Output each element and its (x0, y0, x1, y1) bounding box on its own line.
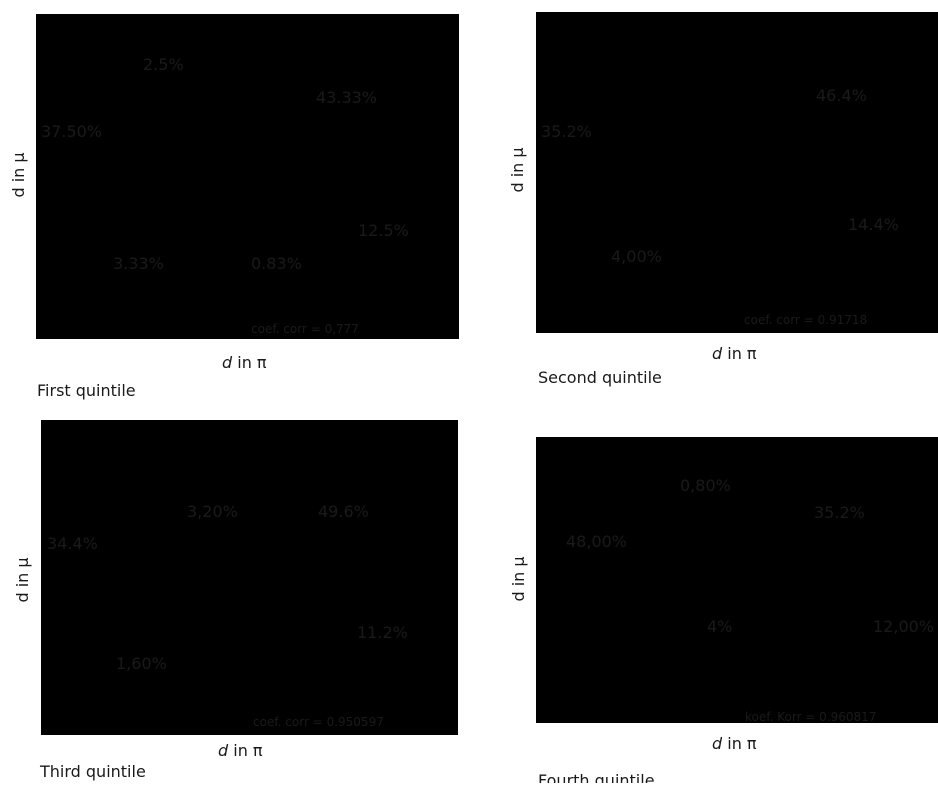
cell-value-lower-right: 11.2% (357, 623, 408, 642)
quadrant-box (36, 14, 459, 339)
panel-second-quintile: 35.2% 46.4% 4,00% 14.4% coef. corr = 0.91718… (508, 12, 938, 387)
panel-caption: Second quintile (538, 368, 662, 387)
panel-caption: First quintile (37, 381, 136, 400)
x-axis-label: d in π (712, 734, 757, 753)
correlation-coefficient: coef. corr = 0,777 (251, 322, 359, 336)
cell-value-upper-left-above-diagonal: 0,80% (680, 476, 731, 495)
cell-value-lower-right-below-diagonal: 0.83% (251, 254, 302, 273)
correlation-coefficient: koef. Korr = 0.960817 (745, 710, 876, 724)
y-axis-label: d in μ (509, 556, 528, 601)
panel-caption: Fourth quintile (538, 771, 655, 783)
y-axis-label: d in μ (13, 557, 32, 602)
cell-value-lower-right: 12,00% (873, 617, 934, 636)
y-axis-label: d in μ (508, 147, 527, 192)
cell-value-upper-left: 48,00% (566, 532, 627, 551)
cell-value-upper-right: 46.4% (816, 86, 867, 105)
cell-value-lower-right: 14.4% (848, 215, 899, 234)
x-axis-label: d in π (222, 353, 267, 372)
panel-first-quintile: 37.50% 2.5% 43.33% 3.33% 0.83% 12.5% coef. cor… (9, 14, 459, 400)
cell-value-upper-left-above-diagonal: 2.5% (143, 55, 184, 74)
quadrant-box (41, 420, 458, 735)
cell-value-upper-right: 49.6% (318, 502, 369, 521)
cell-value-lower-left: 1,60% (116, 654, 167, 673)
cell-value-upper-left: 37.50% (41, 122, 102, 141)
cell-value-upper-left: 35.2% (541, 122, 592, 141)
cell-value-lower-left: 4% (707, 617, 732, 636)
cell-value-lower-right: 12.5% (358, 221, 409, 240)
quadrant-box (536, 437, 938, 723)
cell-value-upper-left-above-diagonal: 3,20% (187, 502, 238, 521)
correlation-coefficient: coef. corr = 0.91718 (744, 313, 867, 327)
cell-value-upper-left: 34.4% (47, 534, 98, 553)
panel-third-quintile: 34.4% 3,20% 49.6% 1,60% 11.2% coef. corr = 0.… (13, 420, 458, 781)
panel-caption: Third quintile (39, 762, 146, 781)
cell-value-upper-right: 35.2% (814, 503, 865, 522)
cell-value-lower-left: 3.33% (113, 254, 164, 273)
cell-value-lower-left: 4,00% (611, 247, 662, 266)
panel-fourth-quintile: 48,00% 0,80% 35.2% 4% 12,00% koef. Korr = 0.9… (509, 437, 938, 787)
cell-value-upper-right: 43.33% (316, 88, 377, 107)
y-axis-label: d in μ (9, 152, 28, 197)
quadrant-box (536, 12, 938, 333)
x-axis-label: d in π (712, 344, 757, 363)
x-axis-label: d in π (218, 741, 263, 760)
correlation-coefficient: coef. corr = 0.950597 (253, 715, 384, 729)
